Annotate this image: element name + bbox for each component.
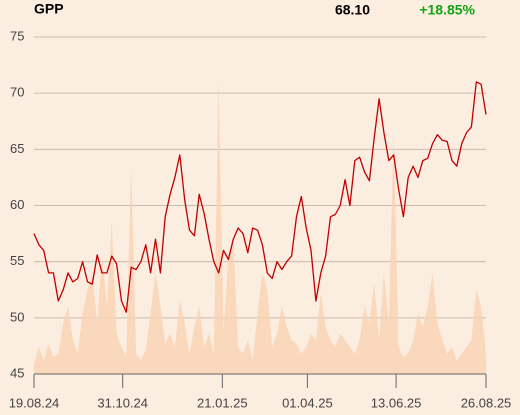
y-tick-label: 45 bbox=[10, 365, 24, 380]
y-tick-label: 60 bbox=[10, 197, 24, 212]
y-tick-label: 70 bbox=[10, 85, 24, 100]
x-tick-label: 01.04.25 bbox=[282, 395, 333, 410]
x-tick-label: 26.08.25 bbox=[461, 395, 512, 410]
y-tick-label: 65 bbox=[10, 141, 24, 156]
y-tick-label: 55 bbox=[10, 253, 24, 268]
volume-area bbox=[34, 80, 486, 375]
x-tick-label: 13.06.25 bbox=[371, 395, 422, 410]
price-line bbox=[33, 81, 487, 313]
x-tick-label: 19.08.24 bbox=[9, 395, 60, 410]
chart-title: GPP bbox=[34, 1, 64, 17]
x-tick-label: 31.10.24 bbox=[97, 395, 148, 410]
x-tick-label: 21.01.25 bbox=[197, 395, 248, 410]
y-tick-label: 75 bbox=[10, 28, 24, 43]
price-change: +18.85% bbox=[419, 2, 475, 18]
last-price: 68.10 bbox=[335, 2, 370, 18]
y-tick-label: 50 bbox=[10, 309, 24, 324]
